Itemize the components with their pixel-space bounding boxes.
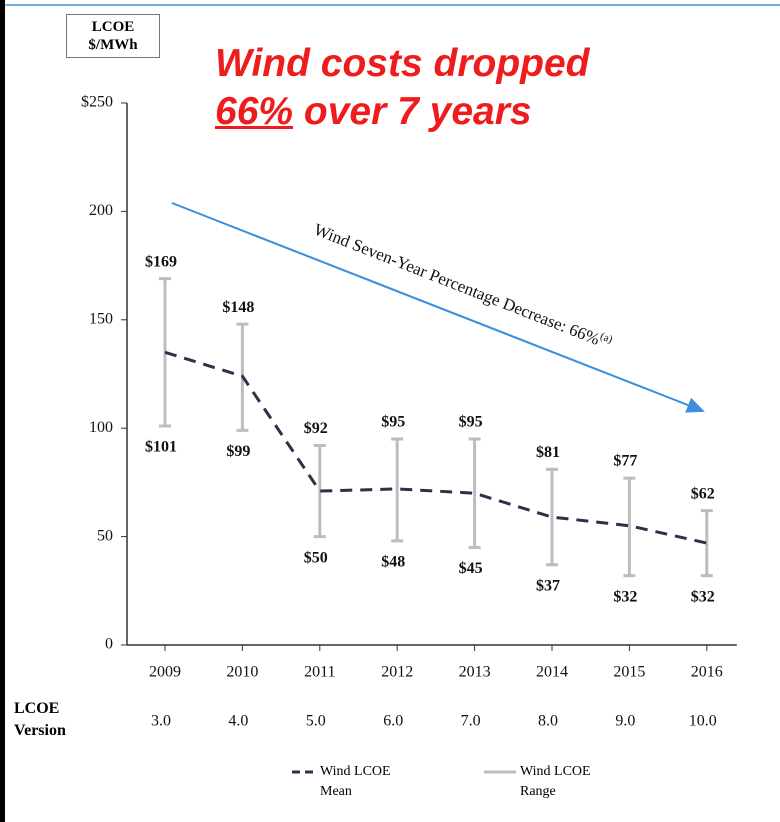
headline-rest: over 7 years <box>303 90 532 133</box>
low-label: $32 <box>613 588 637 605</box>
range-bar <box>391 437 404 543</box>
low-label: $45 <box>459 560 483 577</box>
y-axis-label: LCOE $/MWh <box>66 14 160 58</box>
x-tick-label: 2016 <box>691 664 723 681</box>
legend-mean: Wind LCOE Mean <box>320 764 391 799</box>
x-tick-label: 2011 <box>304 664 335 681</box>
high-label: $148 <box>222 299 254 316</box>
x-tick-label: 2010 <box>226 664 258 681</box>
y-tick-label: 200 <box>89 202 113 219</box>
arrow-label-note: (a) <box>599 330 615 346</box>
headline-line1: Wind costs dropped <box>215 42 590 85</box>
version-value: 3.0 <box>151 713 171 730</box>
version-value: 10.0 <box>689 713 717 730</box>
high-label: $81 <box>536 444 560 461</box>
low-label: $50 <box>304 549 328 566</box>
x-tick-label: 2012 <box>381 664 413 681</box>
high-label: $62 <box>691 485 715 502</box>
range-bar <box>623 476 636 578</box>
y-tick-label: 100 <box>89 419 113 436</box>
mean-line <box>164 350 708 545</box>
arrow-label-text: Wind Seven-Year Percentage Decrease: 66% <box>311 220 602 349</box>
low-label: $99 <box>226 443 250 460</box>
range-bar <box>700 509 713 578</box>
arrow-label: Wind Seven-Year Percentage Decrease: 66%… <box>311 218 614 353</box>
low-label: $48 <box>381 554 405 571</box>
version-value: 5.0 <box>306 713 326 730</box>
version-value: 4.0 <box>228 713 248 730</box>
range-bar <box>546 467 558 567</box>
low-label: $32 <box>691 588 715 605</box>
x-tick-label: 2015 <box>613 664 645 681</box>
low-label: $101 <box>145 439 177 456</box>
version-value: 9.0 <box>615 713 635 730</box>
range-bar <box>313 444 326 539</box>
x-tick-label: 2013 <box>459 664 491 681</box>
headline: Wind costs dropped 66% over 7 years <box>215 40 589 136</box>
range-bar <box>468 437 481 549</box>
version-value: 8.0 <box>538 713 558 730</box>
y-tick-label: 150 <box>89 310 113 327</box>
headline-underlined: 66% <box>215 90 294 133</box>
high-label: $95 <box>459 414 483 431</box>
x-tick-label: 2009 <box>149 664 181 681</box>
version-value: 7.0 <box>461 713 481 730</box>
legend-range: Wind LCOE Range <box>520 764 591 799</box>
trend-arrow <box>171 202 705 413</box>
left-border <box>0 0 5 822</box>
y-tick-label: 50 <box>97 527 113 544</box>
version-label: LCOE Version <box>14 700 66 739</box>
high-label: $95 <box>381 414 405 431</box>
y-tick-label: $250 <box>81 94 113 111</box>
low-label: $37 <box>536 577 560 594</box>
high-label: $77 <box>613 453 637 470</box>
high-label: $92 <box>304 420 328 437</box>
y-tick-label: 0 <box>105 636 113 653</box>
version-value: 6.0 <box>383 713 403 730</box>
high-label: $169 <box>145 253 177 270</box>
x-tick-label: 2014 <box>536 664 568 681</box>
